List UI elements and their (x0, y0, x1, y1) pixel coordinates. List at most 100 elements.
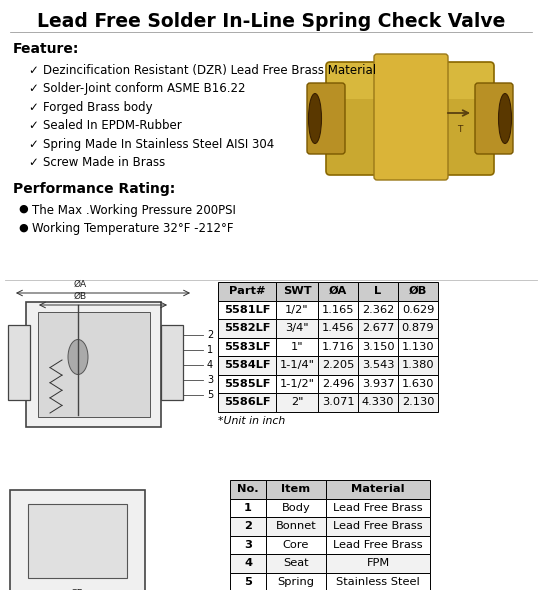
Text: 1: 1 (207, 345, 213, 355)
Text: 1/2": 1/2" (285, 305, 309, 314)
FancyBboxPatch shape (307, 83, 345, 154)
Ellipse shape (499, 93, 512, 143)
Text: 3: 3 (244, 540, 252, 550)
Text: 5583LF: 5583LF (224, 342, 270, 352)
Bar (326, 499, 430, 517)
Bar (218, 393, 276, 411)
Text: Dezincification Resistant (DZR) Lead Free Brass Material: Dezincification Resistant (DZR) Lead Fre… (43, 64, 376, 77)
Text: 2.362: 2.362 (362, 305, 394, 314)
Bar (358, 319, 398, 337)
Bar (218, 300, 276, 319)
Text: 5584LF: 5584LF (224, 360, 270, 371)
Text: Lead Free Brass: Lead Free Brass (333, 521, 423, 531)
Bar (230, 572, 266, 590)
Bar (326, 517, 430, 536)
Bar (38, 312, 150, 417)
Bar (276, 282, 318, 300)
Text: ØA: ØA (74, 280, 87, 289)
Text: Lead Free Solder In-Line Spring Check Valve: Lead Free Solder In-Line Spring Check Va… (37, 12, 505, 31)
Text: 2.205: 2.205 (322, 360, 354, 371)
Bar (276, 393, 318, 411)
Bar (276, 356, 318, 375)
Text: L: L (375, 286, 382, 296)
Text: 1.130: 1.130 (402, 342, 434, 352)
Text: Performance Rating:: Performance Rating: (13, 182, 175, 196)
Text: The Max .Working Pressure 200PSI: The Max .Working Pressure 200PSI (32, 204, 236, 217)
Bar (230, 499, 266, 517)
Text: Seat: Seat (283, 558, 309, 568)
Ellipse shape (68, 339, 88, 375)
Text: 3: 3 (207, 375, 213, 385)
Text: ✓: ✓ (28, 156, 38, 169)
Bar (266, 480, 326, 499)
Bar (276, 375, 318, 393)
Bar (266, 536, 326, 554)
Text: ✓: ✓ (28, 83, 38, 96)
Bar (358, 282, 398, 300)
Bar (318, 356, 358, 375)
Bar (266, 572, 326, 590)
Text: 2.130: 2.130 (402, 397, 434, 407)
Text: 3.071: 3.071 (322, 397, 354, 407)
Text: 5: 5 (244, 577, 252, 586)
Text: ●: ● (18, 204, 28, 214)
Bar (266, 517, 326, 536)
Bar (318, 300, 358, 319)
Text: FPM: FPM (366, 558, 390, 568)
Text: ✓: ✓ (28, 101, 38, 114)
Text: 1.716: 1.716 (322, 342, 354, 352)
Text: 4.330: 4.330 (362, 397, 394, 407)
Bar (218, 319, 276, 337)
Text: 2: 2 (207, 330, 213, 340)
Bar (8, 325, 30, 400)
Bar (398, 337, 438, 356)
Text: Stainless Steel: Stainless Steel (336, 577, 420, 586)
Bar (358, 393, 398, 411)
Text: ØB: ØB (74, 292, 87, 301)
Bar (318, 393, 358, 411)
Bar (318, 375, 358, 393)
Text: Lead Free Brass: Lead Free Brass (333, 540, 423, 550)
Bar (398, 375, 438, 393)
Text: 3.150: 3.150 (362, 342, 395, 352)
Bar (398, 319, 438, 337)
Text: Spring: Spring (278, 577, 314, 586)
Text: Item: Item (281, 484, 311, 494)
Text: *Unit in inch: *Unit in inch (218, 415, 285, 425)
Bar (358, 337, 398, 356)
Text: 2: 2 (244, 521, 252, 531)
Text: Part#: Part# (229, 286, 265, 296)
Text: Screw Made in Brass: Screw Made in Brass (43, 156, 165, 169)
Text: 2": 2" (291, 397, 304, 407)
Text: 0.629: 0.629 (402, 305, 434, 314)
Text: SWT: SWT (283, 286, 311, 296)
Bar (218, 337, 276, 356)
Bar (398, 393, 438, 411)
Text: Feature:: Feature: (13, 42, 79, 56)
Text: 5581LF: 5581LF (224, 305, 270, 314)
Bar (276, 337, 318, 356)
Text: 1.165: 1.165 (322, 305, 354, 314)
Bar (276, 300, 318, 319)
Bar (266, 554, 326, 572)
FancyBboxPatch shape (326, 62, 494, 175)
Bar (326, 536, 430, 554)
Bar (358, 356, 398, 375)
Bar (26, 302, 161, 427)
Text: ØA: ØA (329, 286, 347, 296)
Bar (218, 375, 276, 393)
Text: 2.677: 2.677 (362, 323, 394, 333)
FancyBboxPatch shape (475, 83, 513, 154)
Bar (218, 282, 276, 300)
Bar (318, 337, 358, 356)
Bar (318, 319, 358, 337)
Text: Solder-Joint conform ASME B16.22: Solder-Joint conform ASME B16.22 (43, 83, 246, 96)
Text: Material: Material (351, 484, 405, 494)
Bar (266, 499, 326, 517)
Bar (28, 504, 127, 578)
Ellipse shape (308, 93, 321, 143)
Text: 5586LF: 5586LF (224, 397, 270, 407)
Text: Sealed In EPDM-Rubber: Sealed In EPDM-Rubber (43, 120, 182, 133)
Text: 1.630: 1.630 (402, 379, 434, 389)
Text: 3.937: 3.937 (362, 379, 395, 389)
